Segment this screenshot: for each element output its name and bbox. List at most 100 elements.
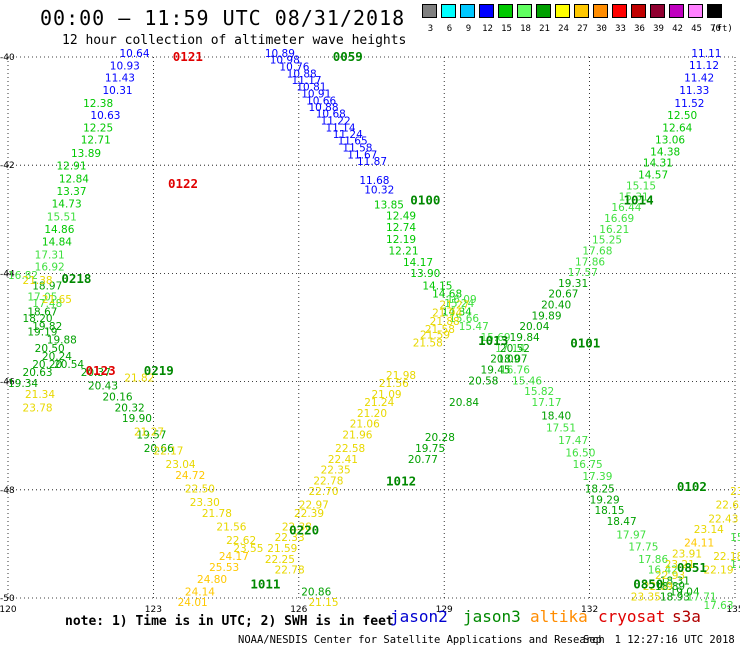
wave-height-value: 21.15 [308, 597, 338, 609]
wave-height-value: 14.86 [44, 224, 74, 236]
wave-height-value: 14.68 [432, 289, 462, 301]
wave-height-value: 18.25 [585, 484, 615, 496]
legend-swatch [479, 4, 494, 18]
wave-height-value: 17.48 [32, 298, 62, 310]
wave-height-value: 18.40 [541, 410, 571, 422]
x-tick-label: 123 [145, 605, 162, 615]
wave-height-value: 21.58 [413, 337, 443, 349]
satellite-label-altika: altika [530, 607, 588, 626]
wave-height-value: 11.43 [105, 72, 135, 84]
wave-height-value: 12.74 [386, 222, 416, 234]
wave-height-value: 21.59 [267, 543, 297, 555]
wave-height-value: 17.00 [730, 559, 740, 571]
wave-height-value: 22.78 [275, 565, 305, 577]
wave-height-value: 21.88 [430, 316, 460, 328]
page-subtitle: 12 hour collection of altimeter wave hei… [62, 33, 407, 48]
wave-height-value: 19.84 [510, 332, 540, 344]
wave-height-value: 10.63 [90, 110, 120, 122]
wave-height-value: 22.65 [716, 500, 740, 512]
pass-time-label: 0220 [289, 522, 319, 537]
wave-height-value: 20.67 [548, 289, 578, 301]
wave-height-value: 12.21 [388, 245, 418, 257]
wave-height-value: 10.66 [306, 96, 336, 108]
wave-height-value: 19.31 [558, 278, 588, 290]
satellite-label-s3a: s3a [672, 607, 701, 626]
wave-height-value: 15.47 [459, 321, 489, 333]
legend-label: 21 [539, 24, 550, 34]
wave-height-value: 14.38 [650, 146, 680, 158]
wave-height-value: 15.51 [47, 211, 77, 223]
wave-height-value: 17.14 [495, 343, 525, 355]
wave-height-value: 12.71 [81, 135, 111, 147]
wave-height-value: 18.89 [655, 581, 685, 593]
wave-height-value: 24.80 [197, 574, 227, 586]
wave-height-value: 20.84 [449, 397, 479, 409]
wave-height-value: 17.86 [575, 256, 605, 268]
wave-height-value: 11.14 [325, 123, 355, 135]
wave-height-value: 19.89 [531, 310, 561, 322]
wave-height-value: 22.33 [275, 532, 305, 544]
wave-height-value: 14.84 [42, 236, 72, 248]
wave-height-value: 17.86 [638, 554, 668, 566]
wave-height-value: 21.56 [216, 521, 246, 533]
pass-time-label: 0100 [410, 192, 440, 207]
wave-height-value: 19.57 [136, 429, 166, 441]
wave-height-value: 22.19 [703, 565, 733, 577]
wave-height-value: 16.75 [573, 459, 603, 471]
pass-time-label: 0850 [633, 576, 663, 591]
pass-time-label: 1012 [386, 474, 416, 489]
y-tick-label: -48 [0, 486, 15, 496]
wave-height-value: 12.64 [662, 123, 692, 135]
wave-height-value: 12.84 [59, 174, 89, 186]
wave-height-value: 22.39 [294, 508, 324, 520]
wave-height-value: 21.94 [432, 308, 462, 320]
wave-height-value: 11.17 [292, 75, 322, 87]
wave-height-value: 16.76 [500, 364, 530, 376]
wave-height-value: 15.46 [512, 375, 542, 387]
wave-height-value: 20.63 [23, 367, 53, 379]
wave-height-value: 12.25 [83, 123, 113, 135]
wave-height-value: 20.09 [490, 354, 520, 366]
wave-height-value: 19.29 [590, 494, 620, 506]
wave-height-value: 14.84 [442, 307, 472, 319]
x-tick-label: 126 [290, 605, 307, 615]
legend-label: 3 [427, 24, 434, 34]
wave-height-value: 15.69 [481, 332, 511, 344]
wave-height-value: 18.67 [27, 307, 57, 319]
credit-line: NOAA/NESDIS Center for Satellite Applica… [238, 634, 605, 646]
pass-time-label: 0123 [86, 363, 116, 378]
legend-label: 6 [446, 24, 453, 34]
wave-height-value: 20.43 [88, 381, 118, 393]
wave-height-value: 11.68 [359, 175, 389, 187]
wave-height-value: 21.06 [350, 419, 380, 431]
legend-swatch [650, 4, 665, 18]
legend-swatch [669, 4, 684, 18]
wave-height-value: 23.00 [730, 486, 740, 498]
wave-height-value: 21.09 [372, 389, 402, 401]
y-tick-label: -44 [0, 269, 15, 279]
legend-label: 15 [501, 24, 512, 34]
legend-swatch [555, 4, 570, 18]
wave-height-value: 17.57 [568, 267, 598, 279]
wave-height-value: 22.69 [643, 581, 673, 593]
wave-height-value: 21.59 [420, 329, 450, 341]
legend-label: 24 [558, 24, 569, 34]
wave-height-value: 20.58 [468, 375, 498, 387]
wave-height-value: 15.31 [619, 191, 649, 203]
wave-height-value: 16.50 [565, 447, 595, 459]
wave-height-value: 20.37 [81, 367, 111, 379]
legend-swatch [498, 4, 513, 18]
wave-height-value: 19.82 [32, 321, 62, 333]
wave-height-value: 23.55 [233, 543, 263, 555]
wave-height-value: 24.17 [219, 551, 249, 563]
wave-height-value: 19.88 [47, 335, 77, 347]
wave-height-value: 19.90 [122, 413, 152, 425]
legend-unit: (ft) [711, 24, 733, 34]
wave-height-value: 21.34 [25, 389, 55, 401]
wave-height-value: 22.58 [335, 443, 365, 455]
wave-height-value: 24.11 [684, 538, 714, 550]
legend-label: 30 [596, 24, 607, 34]
wave-height-value: 20.16 [103, 392, 133, 404]
wave-height-value: 10.93 [110, 60, 140, 72]
